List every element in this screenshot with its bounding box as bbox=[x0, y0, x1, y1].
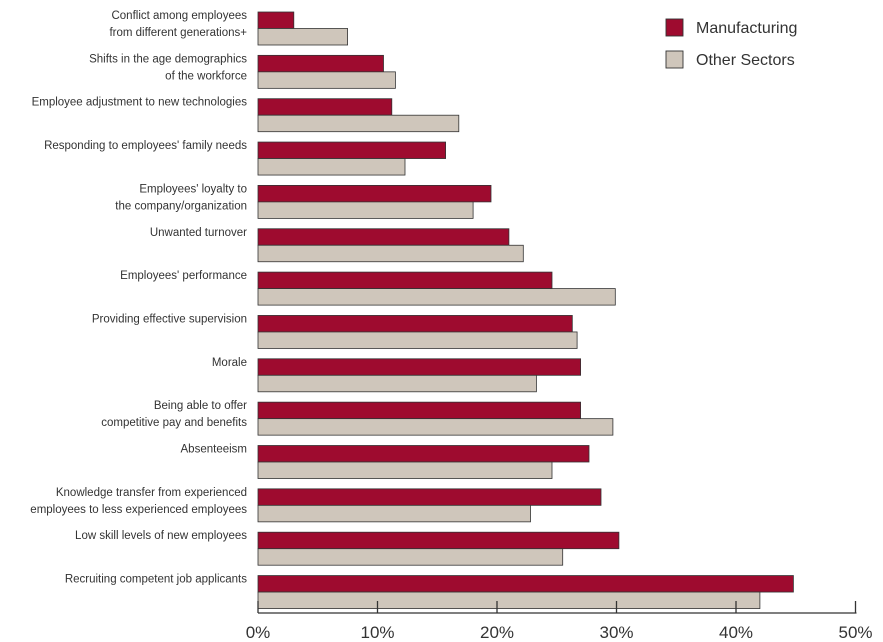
bar-manufacturing bbox=[257, 401, 582, 420]
category-label: Recruiting competent job applicants bbox=[65, 574, 247, 586]
category-label-line: Employee adjustment to new technologies bbox=[32, 97, 248, 109]
category-labels-group: Conflict among employees from different g… bbox=[30, 10, 247, 586]
category-label-line: Being able to offer bbox=[154, 400, 247, 412]
category-label: Employees' performance bbox=[120, 270, 247, 282]
bar-manufacturing bbox=[257, 315, 573, 333]
category-label-line: Employees' performance bbox=[120, 270, 247, 282]
bar-other-sectors bbox=[257, 288, 616, 306]
category-label-line: employees to less experienced employees bbox=[30, 504, 247, 516]
bar-other-sectors bbox=[257, 158, 406, 176]
bar-other-sectors bbox=[257, 591, 761, 609]
bar-other-sectors bbox=[257, 28, 348, 46]
legend-swatch bbox=[665, 50, 684, 69]
x-tick-label: 10% bbox=[360, 623, 394, 642]
legend-label: Other Sectors bbox=[696, 52, 795, 69]
bar-manufacturing bbox=[257, 531, 620, 550]
category-label-line: from different generations+ bbox=[109, 27, 247, 39]
legend-swatch bbox=[665, 18, 684, 37]
category-label: Absenteeism bbox=[181, 444, 247, 456]
category-label: Responding to employees' family needs bbox=[44, 140, 247, 152]
x-tick-label: 0% bbox=[246, 623, 271, 642]
category-label: Unwanted turnover bbox=[150, 227, 247, 239]
category-label-line: competitive pay and benefits bbox=[101, 417, 247, 429]
bar-other-sectors bbox=[257, 244, 524, 263]
legend: Manufacturing Other Sectors bbox=[665, 18, 797, 69]
category-label: Knowledge transfer from experienced emplo… bbox=[30, 487, 247, 516]
bar-manufacturing bbox=[257, 141, 447, 159]
bar-other-sectors bbox=[257, 201, 474, 219]
bar-other-sectors bbox=[257, 504, 531, 523]
bar-manufacturing bbox=[257, 575, 794, 593]
bar-other-sectors bbox=[257, 418, 614, 436]
x-tick-label: 20% bbox=[480, 623, 514, 642]
category-label: Conflict among employees from different g… bbox=[109, 10, 247, 39]
x-axis: 0% 10% 20% 30% 40% 50% bbox=[246, 601, 873, 642]
bar-other-sectors bbox=[257, 548, 564, 566]
bar-manufacturing bbox=[257, 358, 582, 376]
category-label-line: Employees' loyalty to bbox=[139, 183, 247, 195]
bar-manufacturing bbox=[257, 98, 393, 116]
category-label: Shifts in the age demographics of the wor… bbox=[89, 53, 247, 82]
category-label-line: Recruiting competent job applicants bbox=[65, 574, 247, 586]
legend-label: Manufacturing bbox=[696, 20, 797, 37]
bar-manufacturing bbox=[257, 445, 590, 463]
category-label-line: Unwanted turnover bbox=[150, 227, 247, 239]
category-label: Low skill levels of new employees bbox=[75, 530, 247, 542]
bar-manufacturing bbox=[257, 184, 492, 203]
category-label-line: Low skill levels of new employees bbox=[75, 530, 247, 542]
category-label-line: Shifts in the age demographics bbox=[89, 53, 247, 65]
category-label-line: Providing effective supervision bbox=[92, 313, 247, 325]
category-label: Providing effective supervision bbox=[92, 313, 247, 325]
bar-other-sectors bbox=[257, 461, 553, 479]
category-label: Employee adjustment to new technologies bbox=[32, 97, 248, 109]
category-label-line: the company/organization bbox=[115, 200, 247, 212]
bar-manufacturing bbox=[257, 11, 295, 29]
bars-group bbox=[257, 11, 794, 609]
x-tick-label: 30% bbox=[599, 623, 633, 642]
category-label-line: Conflict among employees bbox=[111, 10, 247, 22]
bar-manufacturing bbox=[257, 54, 384, 73]
category-label: Being able to offer competitive pay and b… bbox=[101, 400, 247, 429]
category-label-line: Morale bbox=[212, 357, 247, 369]
bar-other-sectors bbox=[257, 114, 460, 133]
bar-manufacturing bbox=[257, 488, 602, 506]
bar-manufacturing bbox=[257, 228, 510, 246]
category-label: Employees' loyalty to the company/organiz… bbox=[115, 183, 247, 212]
bar-other-sectors bbox=[257, 71, 396, 89]
category-label-line: Responding to employees' family needs bbox=[44, 140, 247, 152]
category-label-line: Knowledge transfer from experienced bbox=[56, 487, 247, 499]
bar-manufacturing bbox=[257, 271, 553, 290]
bar-other-sectors bbox=[257, 374, 537, 393]
bar-other-sectors bbox=[257, 331, 578, 349]
x-tick-label: 40% bbox=[719, 623, 753, 642]
x-tick-label: 50% bbox=[838, 623, 872, 642]
category-label-line: of the workforce bbox=[165, 70, 247, 82]
category-label-line: Absenteeism bbox=[181, 444, 247, 456]
category-label: Morale bbox=[212, 357, 247, 369]
